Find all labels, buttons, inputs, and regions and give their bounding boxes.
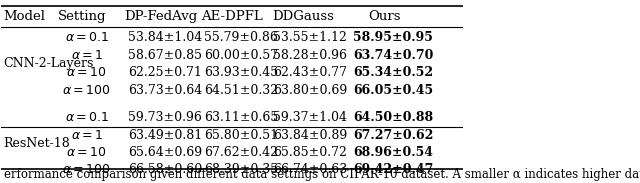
Text: 59.37±1.04: 59.37±1.04 xyxy=(273,111,348,124)
Text: erformance comparison given different data settings on CIFAR-10 dataset. A small: erformance comparison given different da… xyxy=(4,168,640,181)
Text: 53.84±1.04: 53.84±1.04 xyxy=(128,31,202,44)
Text: $\alpha=1$: $\alpha=1$ xyxy=(70,49,103,62)
Text: Ours: Ours xyxy=(368,10,401,23)
Text: AE-DPFL: AE-DPFL xyxy=(201,10,263,23)
Text: 65.85±0.72: 65.85±0.72 xyxy=(273,146,348,159)
Text: $\alpha=100$: $\alpha=100$ xyxy=(62,163,111,176)
Text: DDGauss: DDGauss xyxy=(273,10,334,23)
Text: 65.64±0.69: 65.64±0.69 xyxy=(128,146,202,159)
Text: $\alpha=10$: $\alpha=10$ xyxy=(67,146,107,159)
Text: Setting: Setting xyxy=(58,10,106,23)
Text: $\alpha=1$: $\alpha=1$ xyxy=(70,129,103,142)
Text: 60.00±0.57: 60.00±0.57 xyxy=(204,49,278,62)
Text: 58.28±0.96: 58.28±0.96 xyxy=(273,49,348,62)
Text: 65.34±0.52: 65.34±0.52 xyxy=(353,66,433,79)
Text: $\alpha=10$: $\alpha=10$ xyxy=(67,66,107,79)
Text: 66.74±0.63: 66.74±0.63 xyxy=(273,163,348,176)
Text: 67.62±0.42: 67.62±0.42 xyxy=(204,146,278,159)
Text: ResNet-18: ResNet-18 xyxy=(4,137,70,150)
Text: 58.95±0.95: 58.95±0.95 xyxy=(353,31,433,44)
Text: 66.05±0.45: 66.05±0.45 xyxy=(353,84,433,97)
Text: 63.11±0.65: 63.11±0.65 xyxy=(204,111,278,124)
Text: 55.79±0.86: 55.79±0.86 xyxy=(204,31,278,44)
Text: $\alpha=0.1$: $\alpha=0.1$ xyxy=(65,31,109,44)
Text: 63.73±0.64: 63.73±0.64 xyxy=(128,84,202,97)
Text: $\alpha=100$: $\alpha=100$ xyxy=(62,84,111,97)
Text: CNN-2-Layers: CNN-2-Layers xyxy=(4,57,94,70)
Text: 68.39±0.35: 68.39±0.35 xyxy=(204,163,278,176)
Text: DP-FedAvg: DP-FedAvg xyxy=(124,10,197,23)
Text: 63.74±0.70: 63.74±0.70 xyxy=(353,49,433,62)
Text: 58.67±0.85: 58.67±0.85 xyxy=(128,49,202,62)
Text: 63.49±0.81: 63.49±0.81 xyxy=(128,129,202,142)
Text: 59.73±0.96: 59.73±0.96 xyxy=(128,111,202,124)
Text: 62.43±0.77: 62.43±0.77 xyxy=(273,66,348,79)
Text: 62.25±0.71: 62.25±0.71 xyxy=(128,66,202,79)
Text: 67.27±0.62: 67.27±0.62 xyxy=(353,129,433,142)
Text: 63.84±0.89: 63.84±0.89 xyxy=(273,129,348,142)
Text: Model: Model xyxy=(4,10,45,23)
Text: 63.80±0.69: 63.80±0.69 xyxy=(273,84,348,97)
Text: 53.55±1.12: 53.55±1.12 xyxy=(273,31,348,44)
Text: 65.80±0.51: 65.80±0.51 xyxy=(204,129,278,142)
Text: 63.93±0.45: 63.93±0.45 xyxy=(204,66,278,79)
Text: 69.42±0.47: 69.42±0.47 xyxy=(353,163,433,176)
Text: 64.50±0.88: 64.50±0.88 xyxy=(353,111,433,124)
Text: 68.96±0.54: 68.96±0.54 xyxy=(353,146,433,159)
Text: 66.58±0.60: 66.58±0.60 xyxy=(128,163,202,176)
Text: 64.51±0.32: 64.51±0.32 xyxy=(204,84,278,97)
Text: $\alpha=0.1$: $\alpha=0.1$ xyxy=(65,111,109,124)
